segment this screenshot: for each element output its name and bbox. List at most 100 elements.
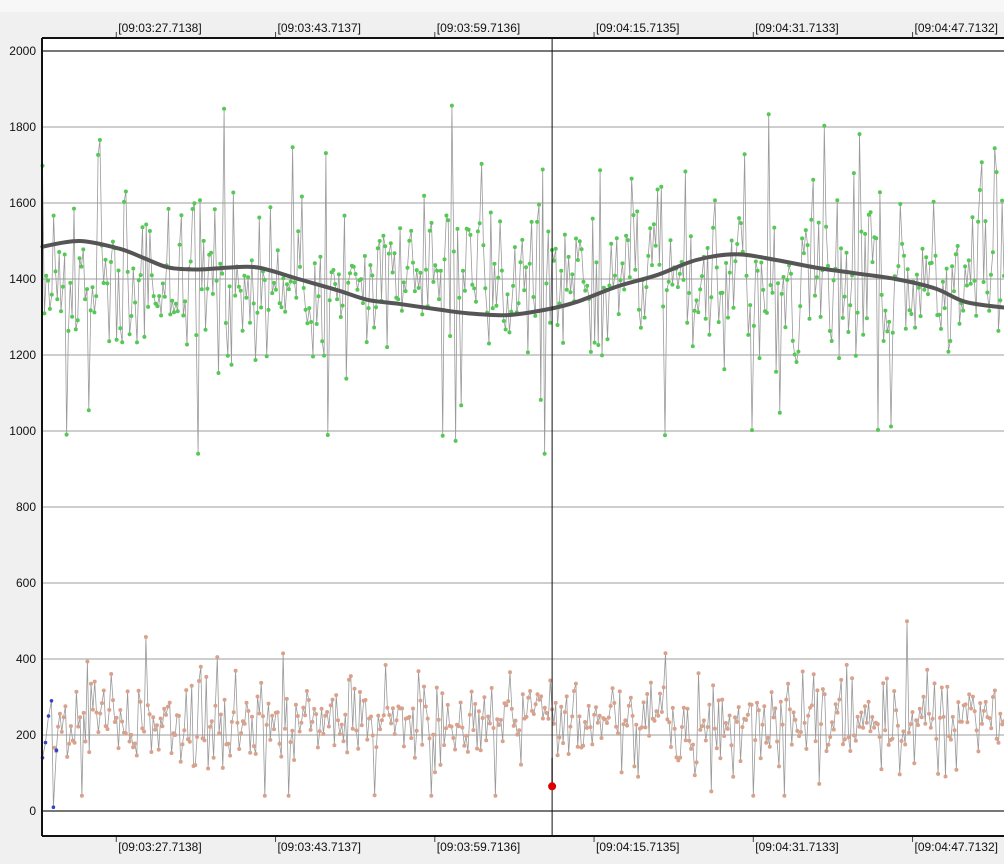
lower-series-point (740, 725, 745, 730)
upper-series-point (160, 281, 165, 286)
lower-series-point (616, 731, 620, 736)
lower-series-point (978, 701, 983, 706)
upper-series-point (81, 247, 86, 252)
lower-series-point (491, 726, 496, 730)
lower-series-point (308, 727, 313, 732)
upper-series-point (251, 301, 256, 306)
upper-series-point (340, 303, 345, 308)
lower-series-point (539, 694, 544, 699)
upper-series-point (60, 284, 65, 289)
lower-series-point (736, 705, 741, 710)
upper-series-point (989, 272, 993, 277)
upper-series-point (51, 213, 56, 218)
upper-series-point (175, 309, 180, 314)
lower-series-point (839, 677, 844, 682)
upper-series-point (444, 213, 449, 218)
lower-series-point (934, 736, 939, 741)
upper-series-point (955, 244, 960, 248)
upper-series-point (698, 287, 703, 292)
upper-series-point (564, 287, 569, 292)
lower-series-point (901, 729, 906, 734)
lower-series-point (76, 724, 81, 729)
y-tick-label: 400 (16, 652, 36, 666)
lower-series-point (480, 716, 485, 720)
upper-series-point (42, 311, 47, 316)
upper-series-point (803, 228, 808, 233)
upper-series-point (953, 252, 958, 257)
upper-series-point (622, 287, 627, 292)
upper-series-point (149, 273, 154, 278)
upper-series-point (386, 251, 391, 256)
upper-series-point (607, 283, 612, 288)
lower-series-point (883, 728, 888, 733)
lower-series-point (1000, 722, 1004, 727)
upper-series-point (646, 253, 651, 258)
lower-series-point (992, 688, 997, 693)
upper-series-point (844, 250, 849, 255)
upper-series-point (796, 349, 801, 354)
upper-series-point (299, 194, 304, 199)
lower-series-point (206, 766, 211, 771)
upper-series-point (881, 339, 886, 343)
lower-series-point (56, 724, 61, 729)
upper-series-point (307, 306, 312, 311)
upper-series-point (461, 268, 465, 273)
lower-series-point (857, 724, 862, 729)
lower-series-point (471, 728, 476, 733)
lower-series-point (648, 680, 653, 685)
upper-series-point (687, 291, 692, 295)
lower-series-point (983, 699, 988, 704)
upper-series-point (131, 266, 136, 271)
y-tick-label: 600 (16, 576, 36, 590)
lower-series-point (277, 741, 282, 746)
upper-series-point (772, 225, 777, 230)
lower-series-point (182, 728, 187, 733)
lower-series-point (136, 688, 141, 693)
lower-series-point (303, 713, 308, 718)
upper-series-point (222, 106, 227, 111)
upper-series-point (903, 326, 908, 331)
red-marker (548, 782, 557, 791)
upper-series-point (409, 228, 414, 233)
upper-series-point (190, 207, 195, 211)
upper-series-point (370, 273, 375, 278)
upper-series-point (642, 315, 647, 320)
upper-series-point (964, 283, 969, 288)
upper-series-point (805, 243, 810, 248)
upper-series-point (390, 270, 395, 275)
lower-series-point (954, 767, 959, 772)
lower-series-point (817, 781, 822, 786)
upper-series-point (129, 314, 134, 318)
lower-series-point (87, 750, 92, 755)
upper-series-point (361, 301, 365, 306)
lower-series-point (762, 704, 767, 709)
lower-series-point (782, 793, 787, 798)
upper-series-point (214, 278, 219, 283)
lower-series-point (460, 725, 465, 730)
lower-series-point (725, 726, 730, 731)
upper-series-point (377, 239, 382, 243)
upper-series-point (685, 320, 690, 325)
lower-series-point (824, 749, 829, 754)
lower-series-point (727, 713, 732, 718)
upper-series-point (816, 220, 821, 225)
lower-series-point (409, 736, 414, 741)
upper-series-point (851, 171, 856, 176)
upper-series-point (472, 286, 477, 291)
lower-series-point (822, 692, 827, 697)
upper-series-point (55, 297, 60, 302)
lower-series-point (451, 736, 456, 740)
lower-series-point (162, 706, 167, 711)
lower-series-point (149, 750, 154, 754)
lower-series-point (363, 698, 368, 702)
lower-series-point (928, 725, 933, 730)
lower-series-point (813, 739, 818, 744)
lower-series-point (714, 746, 719, 751)
lower-series-point (751, 793, 756, 798)
lower-series-point (716, 698, 721, 703)
lower-series-point (811, 672, 816, 677)
lower-series-point (129, 732, 134, 737)
upper-series-point (681, 277, 686, 282)
lower-series-point (672, 726, 677, 731)
